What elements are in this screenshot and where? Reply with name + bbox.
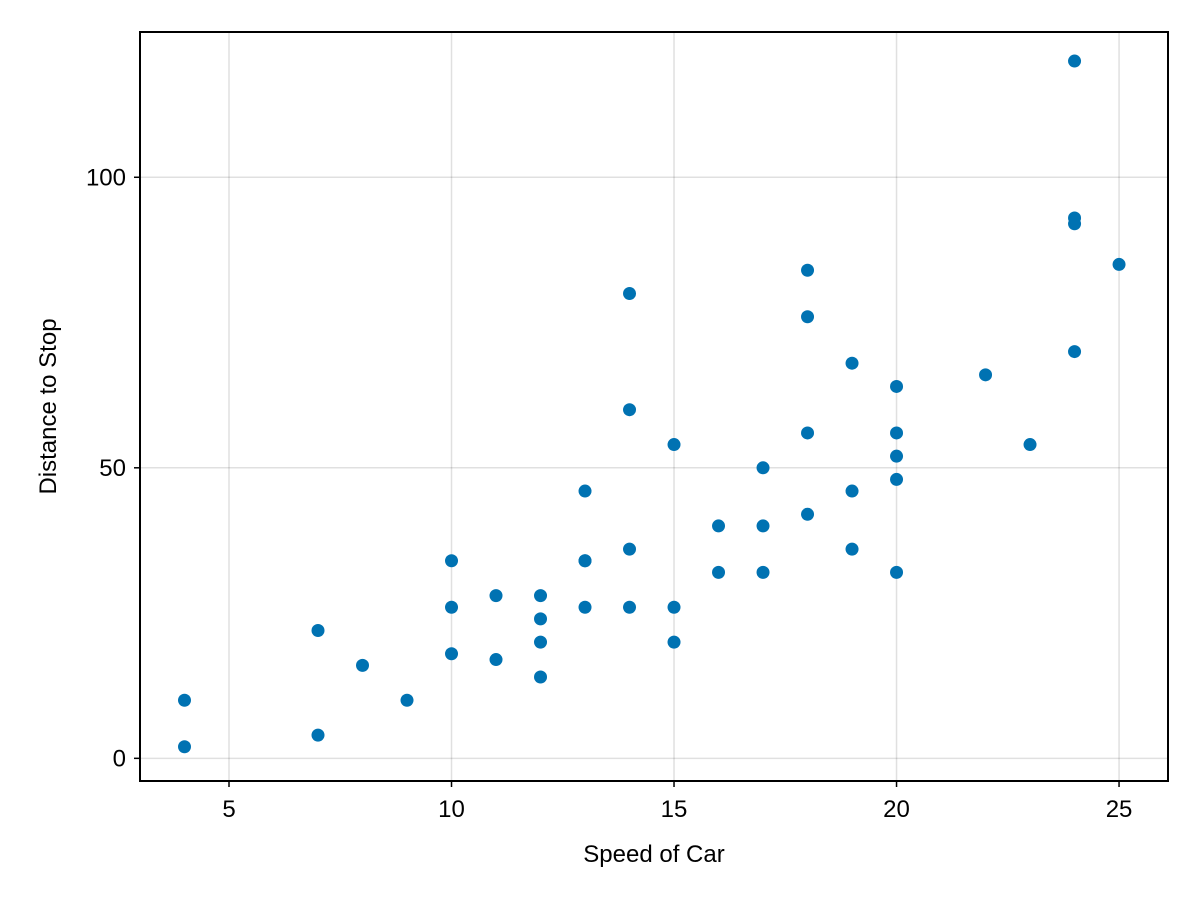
data-point [578,484,592,498]
y-axis-label: Distance to Stop [35,318,62,494]
data-point [400,693,414,707]
data-point [445,647,459,661]
data-point [890,426,904,440]
data-point [756,519,770,533]
data-point [667,438,681,452]
data-point [801,426,815,440]
data-point [623,403,637,417]
data-point [756,461,770,475]
data-point [801,310,815,324]
data-point [890,472,904,486]
data-point [979,368,993,382]
data-point [578,600,592,614]
data-point [801,263,815,277]
x-tick-label: 15 [661,796,688,823]
data-point [845,484,859,498]
x-tick-label: 25 [1106,796,1133,823]
data-point [890,565,904,579]
data-point [623,286,637,300]
data-point [890,449,904,463]
data-point [801,507,815,521]
data-point [311,728,325,742]
data-point [489,653,503,667]
x-axis-label: Speed of Car [583,841,724,868]
data-point [311,624,325,638]
data-point [445,600,459,614]
data-points [178,54,1126,754]
data-point [667,600,681,614]
data-point [712,565,726,579]
data-point [534,612,548,626]
data-point [178,693,192,707]
plot-frame [139,31,1169,782]
data-point [1023,438,1037,452]
data-point [534,635,548,649]
data-point [356,658,370,672]
data-point [1068,211,1082,225]
x-tick-label: 20 [883,796,910,823]
data-point [756,565,770,579]
data-point [890,379,904,393]
data-point [845,542,859,556]
y-tick-label: 100 [86,164,126,191]
data-point [712,519,726,533]
data-point [534,589,548,603]
data-point [534,670,548,684]
data-point [667,635,681,649]
data-point [178,740,192,754]
data-point [1068,345,1082,359]
x-tick-label: 10 [438,796,465,823]
data-point [1068,54,1082,68]
data-point [845,356,859,370]
data-point [578,554,592,568]
data-point [623,542,637,556]
data-point [489,589,503,603]
axis-ticks: 5 10 15 20 25 0 50 100 [86,164,1132,823]
grid-lines [140,32,1168,781]
data-point [1112,257,1126,271]
data-point [445,554,459,568]
y-tick-label: 50 [99,455,126,482]
data-point [623,600,637,614]
y-tick-label: 0 [113,745,126,772]
x-tick-label: 5 [222,796,235,823]
